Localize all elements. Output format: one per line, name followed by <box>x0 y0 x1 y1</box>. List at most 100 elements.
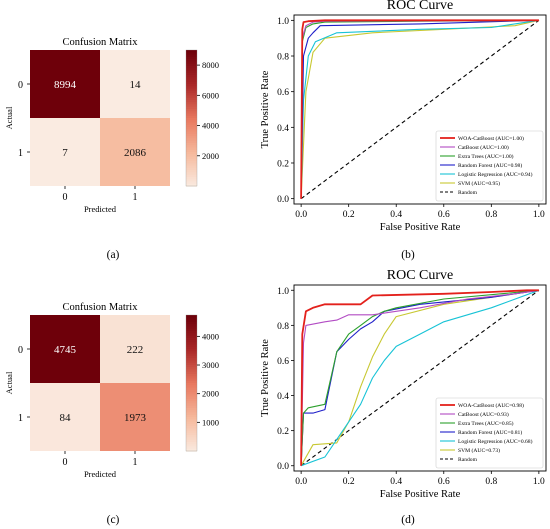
colorbar-segment <box>186 337 197 341</box>
colorbar-segment <box>186 145 197 149</box>
legend-entry: Extra Trees (AUC=0.85) <box>458 420 514 427</box>
colorbar-segment <box>186 344 197 348</box>
colorbar-segment <box>186 72 197 76</box>
colorbar-tick-label: 2000 <box>202 389 219 399</box>
colorbar-segment <box>186 407 197 411</box>
panel-label: (a) <box>107 249 120 261</box>
legend-entry: Random Forest (AUC=0.81) <box>458 429 522 436</box>
y-axis-label: Actual <box>4 371 14 394</box>
colorbar-segment <box>186 104 197 108</box>
y-tick-label: 0.6 <box>277 357 289 367</box>
colorbar-segment <box>186 383 197 386</box>
x-tick-label: 1 <box>133 192 138 203</box>
legend-entry: Random <box>458 457 478 463</box>
roc-series-line <box>300 19 539 199</box>
y-tick-label: 0.8 <box>277 322 289 332</box>
y-tick-label: 0 <box>18 345 23 356</box>
x-tick-label: 0.6 <box>438 477 450 487</box>
colorbar-segment <box>186 414 197 418</box>
colorbar-tick-label: 1000 <box>202 417 219 427</box>
heatmap-cell <box>100 383 170 451</box>
y-axis-label: True Positive Rate <box>260 70 271 148</box>
legend-entry: Random Forest (AUC=0.98) <box>458 162 522 169</box>
panel-label: (c) <box>107 514 120 526</box>
colorbar-segment <box>186 86 197 90</box>
colorbar-segment <box>186 50 197 53</box>
colorbar-segment <box>186 376 197 380</box>
colorbar-segment <box>186 84 197 87</box>
colorbar-segment <box>186 176 197 180</box>
colorbar-segment <box>186 56 197 60</box>
colorbar-segment <box>186 97 197 101</box>
colorbar-segment <box>186 90 197 94</box>
colorbar-segment <box>186 136 197 139</box>
colorbar-segment <box>186 183 197 187</box>
colorbar-segment <box>186 118 197 121</box>
roc-series-line <box>300 289 539 466</box>
colorbar-segment <box>186 149 197 153</box>
x-tick-label: 0.8 <box>485 477 497 487</box>
colorbar-segment <box>186 426 197 429</box>
colorbar-segment <box>186 446 197 450</box>
y-tick-label: 0.4 <box>277 124 289 134</box>
colorbar-segment <box>186 131 197 135</box>
colorbar-segment <box>186 378 197 382</box>
colorbar-segment <box>186 111 197 115</box>
y-tick-label: 0.8 <box>277 53 289 63</box>
y-tick-label: 0.2 <box>277 159 289 169</box>
colorbar-segment <box>186 181 197 185</box>
colorbar-segment <box>186 435 197 438</box>
y-tick-label: 1.0 <box>277 287 289 297</box>
colorbar-segment <box>186 108 197 112</box>
y-tick-label: 0 <box>18 80 23 91</box>
y-tick-label: 1 <box>18 413 23 424</box>
colorbar-segment <box>186 115 197 119</box>
colorbar-segment <box>186 95 197 99</box>
colorbar-tick-label: 6000 <box>202 90 219 100</box>
colorbar-segment <box>186 398 197 402</box>
colorbar-segment <box>186 419 197 423</box>
colorbar-segment <box>186 389 197 393</box>
colorbar-segment <box>186 412 197 416</box>
legend-entry: WOA-CatBoost (AUC=1.00) <box>458 135 524 142</box>
colorbar-segment <box>186 59 197 62</box>
colorbar-segment <box>186 364 197 368</box>
colorbar-segment <box>186 326 197 330</box>
colorbar-segment <box>186 373 197 377</box>
legend-entry: CatBoost (AUC=1.00) <box>458 144 509 151</box>
colorbar-segment <box>186 367 197 370</box>
x-axis-label: Predicted <box>84 469 117 479</box>
colorbar-segment <box>186 328 197 332</box>
y-axis-label: True Positive Rate <box>260 339 271 417</box>
legend-entry: Random <box>458 190 478 196</box>
panel-label: (d) <box>401 514 415 526</box>
colorbar-segment <box>186 358 197 361</box>
colorbar-segment <box>186 165 197 169</box>
colorbar-tick-label: 3000 <box>202 360 219 370</box>
colorbar-segment <box>186 81 197 85</box>
x-tick-label: 1 <box>133 457 138 468</box>
colorbar-segment <box>186 360 197 364</box>
colorbar-segment <box>186 152 197 155</box>
panel-label: (b) <box>401 249 415 261</box>
colorbar-segment <box>186 385 197 389</box>
colorbar-segment <box>186 63 197 67</box>
colorbar-tick-label: 2000 <box>202 151 219 161</box>
colorbar-segment <box>186 77 197 81</box>
roc-series-line <box>300 289 540 467</box>
colorbar-segment <box>186 88 197 92</box>
roc-series-line <box>300 289 539 466</box>
heatmap-cell <box>100 118 170 186</box>
panel-labels: (a) (b) (c) (d) <box>107 249 415 526</box>
y-tick-label: 0.4 <box>277 392 289 402</box>
colorbar-segment <box>186 335 197 339</box>
colorbar-segment <box>186 324 197 327</box>
colorbar-frame <box>185 314 198 452</box>
colorbar-segment <box>186 437 197 441</box>
colorbar-segment <box>186 127 197 130</box>
colorbar-segment <box>186 339 197 343</box>
colorbar-segment <box>186 52 197 56</box>
x-axis-label: Predicted <box>84 204 117 214</box>
heatmap-cell-value: 2086 <box>124 147 147 159</box>
colorbar-segment <box>186 351 197 355</box>
